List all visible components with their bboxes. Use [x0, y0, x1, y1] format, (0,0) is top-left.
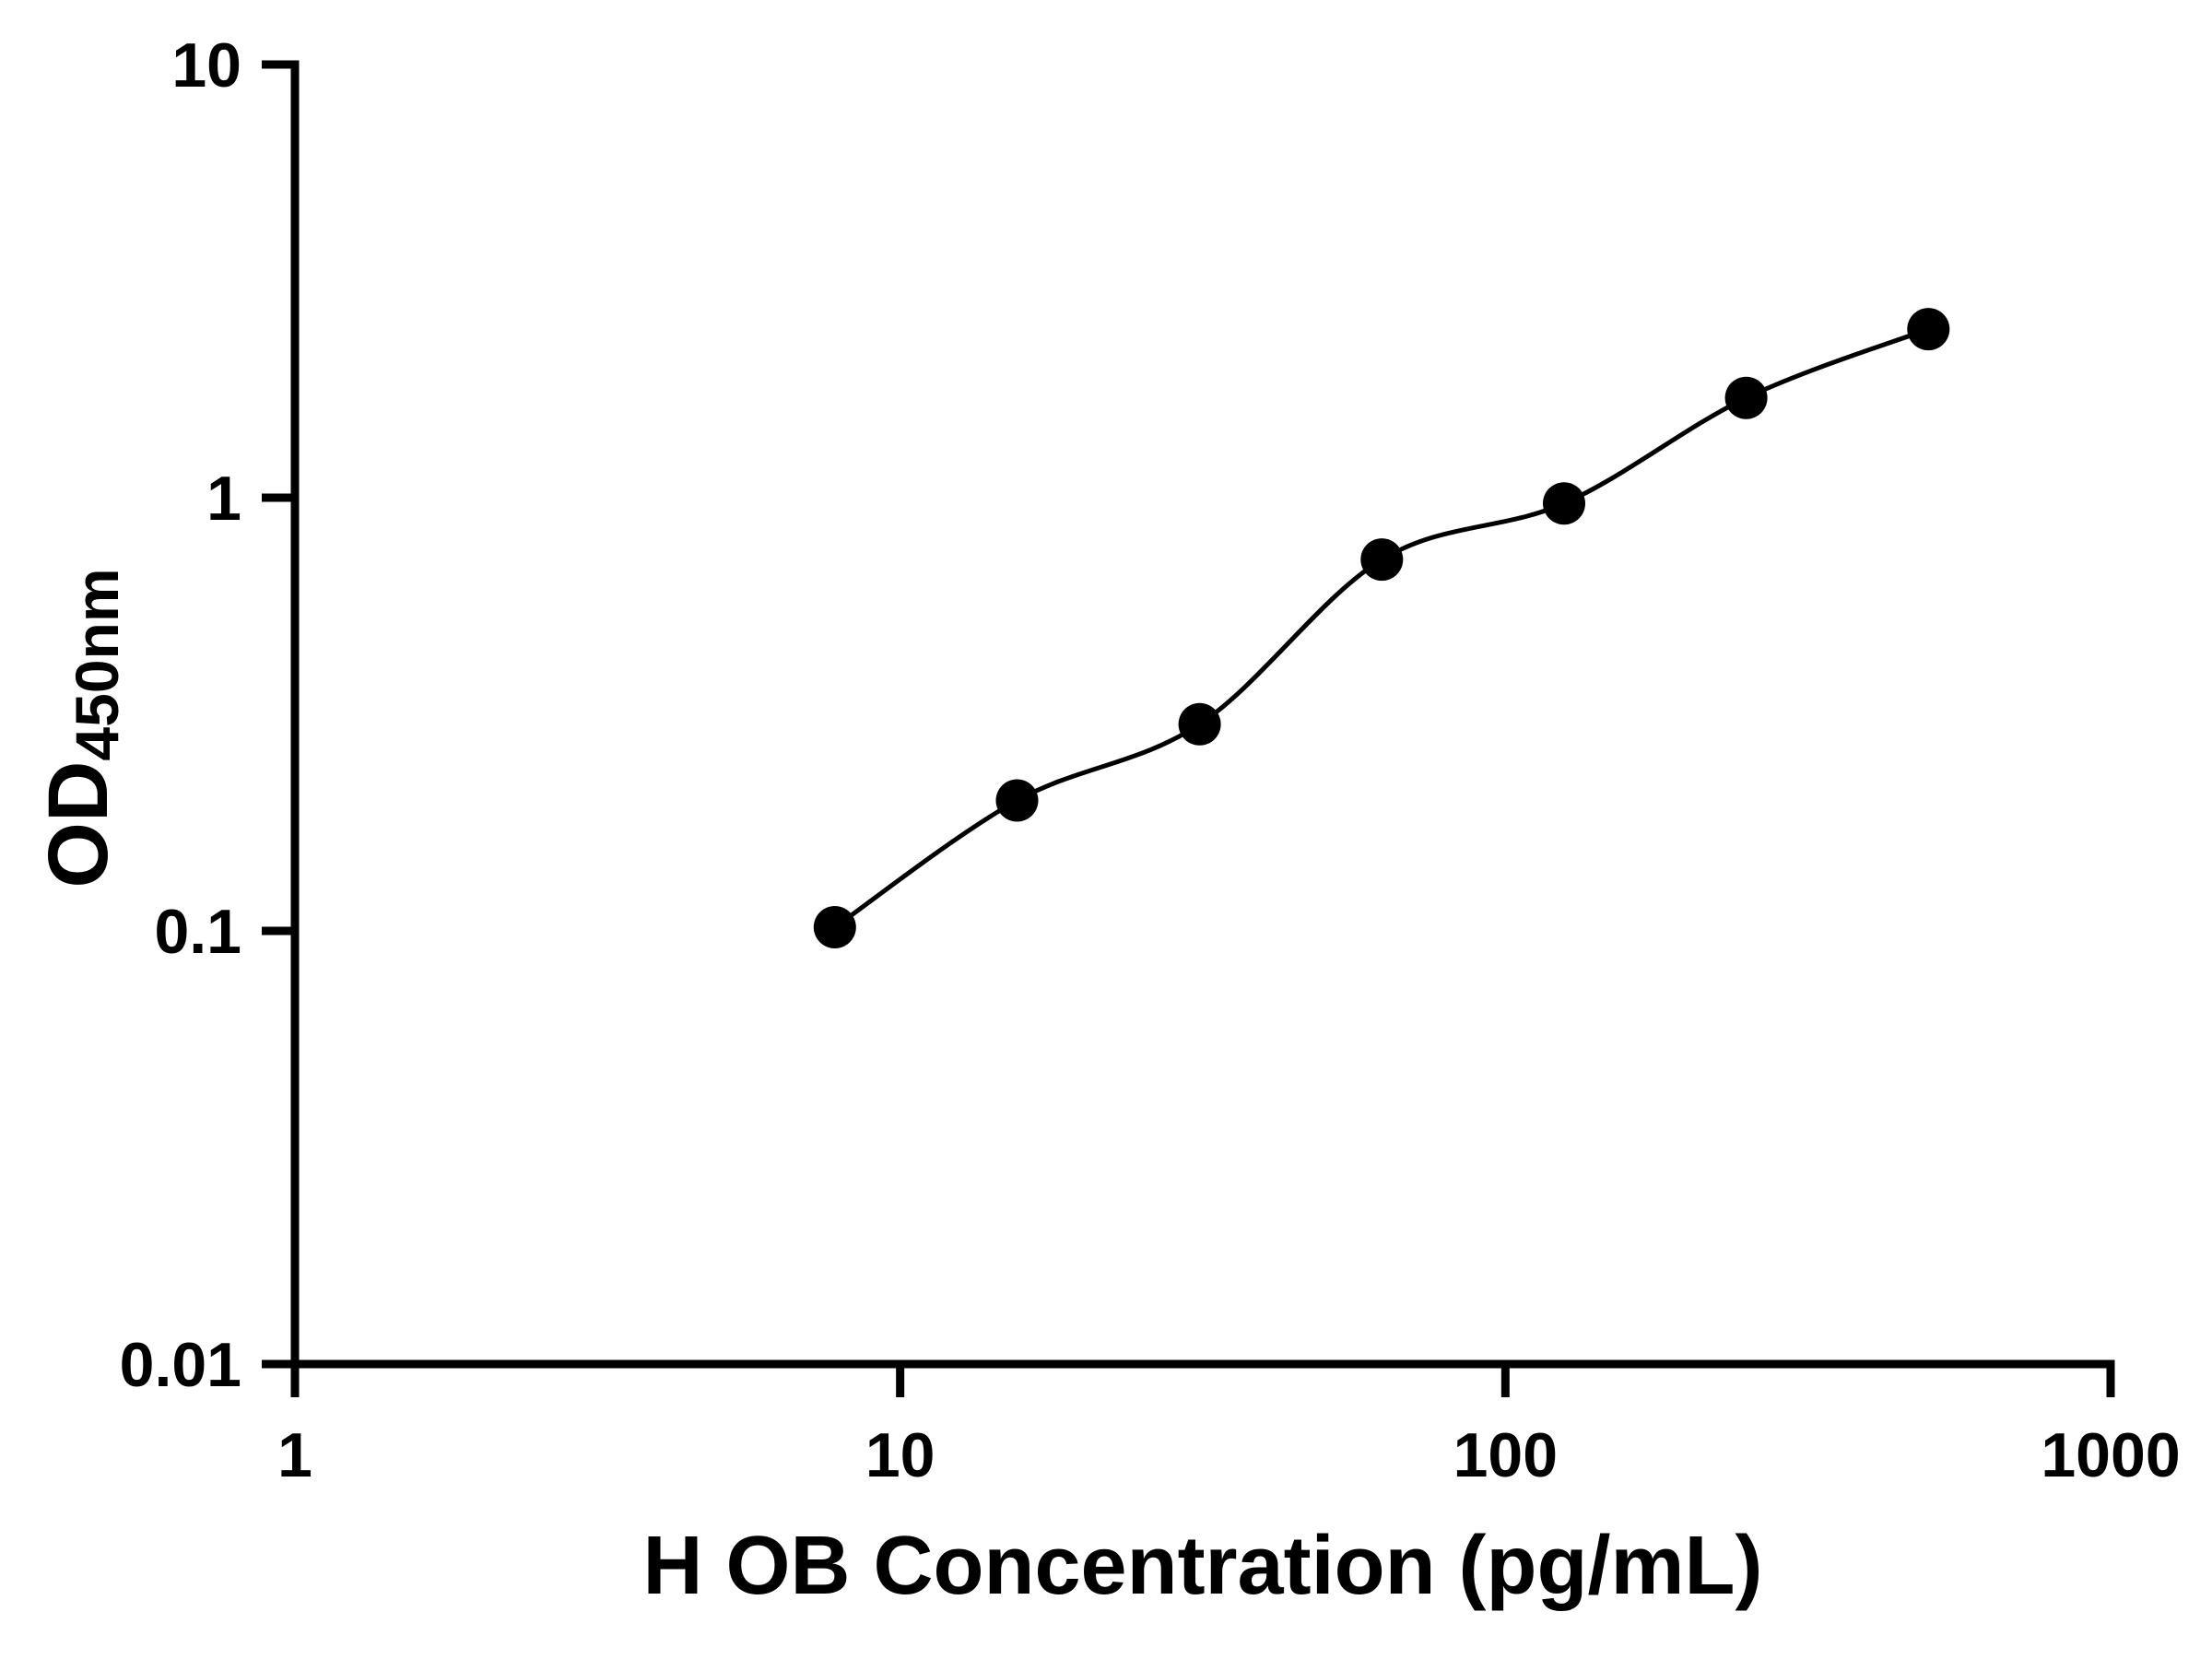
- x-tick-label: 1000: [2041, 1420, 2180, 1490]
- y-tick-label: 10: [171, 30, 241, 100]
- data-point: [1543, 482, 1585, 525]
- y-axis-title-main: OD: [31, 760, 126, 888]
- y-tick-label: 1: [206, 464, 241, 534]
- y-axis-title-subscript: 450nm: [62, 568, 131, 761]
- x-axis-title: H OB Concentration (pg/mL): [642, 1520, 1763, 1612]
- x-tick-label: 1: [277, 1420, 312, 1490]
- data-point: [1907, 308, 1950, 351]
- data-point: [1178, 702, 1221, 746]
- fit-curve: [833, 326, 1930, 930]
- data-point: [1724, 376, 1768, 419]
- y-tick-label: 0.1: [154, 897, 241, 967]
- x-tick-label: 100: [1453, 1420, 1558, 1490]
- data-point: [1360, 538, 1404, 582]
- data-point: [813, 906, 856, 948]
- y-axis-title: OD450nm: [30, 568, 132, 888]
- y-tick-label: 0.01: [120, 1330, 241, 1400]
- data-point: [995, 779, 1039, 822]
- x-tick-label: 10: [865, 1420, 935, 1490]
